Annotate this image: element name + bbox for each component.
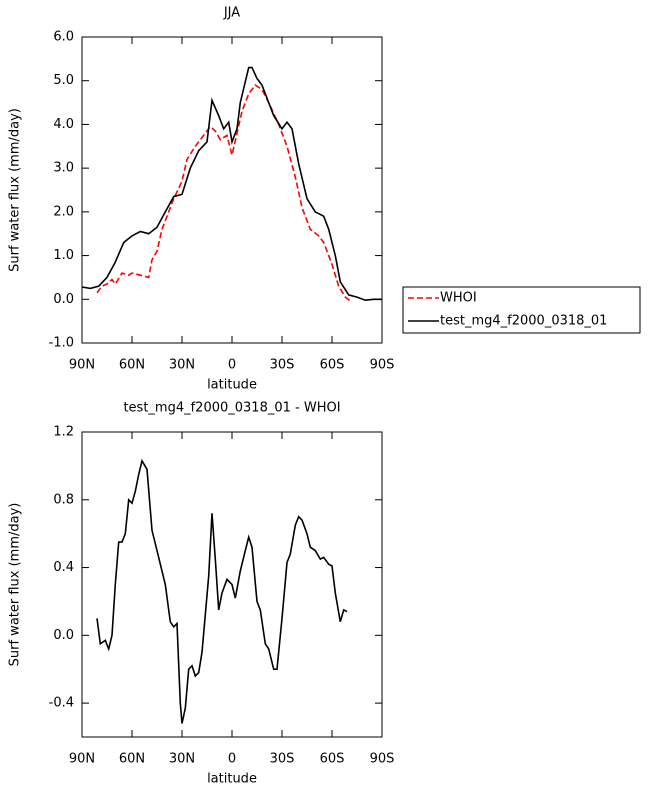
x-tick-label: 60S xyxy=(320,752,345,767)
x-axis-label: latitude xyxy=(207,772,257,787)
plot-frame xyxy=(81,36,383,344)
x-tick-label: 30S xyxy=(270,358,295,373)
x-tick-label: 60N xyxy=(119,752,145,767)
y-tick-label: 3.0 xyxy=(53,161,74,176)
y-tick-label: 4.0 xyxy=(53,117,74,132)
y-axis-label: Surf water flux (mm/day) xyxy=(8,503,23,667)
y-tick-label: 1.0 xyxy=(53,248,74,263)
y-tick-label: 0.8 xyxy=(53,492,74,507)
x-tick-label: 0 xyxy=(228,752,236,767)
y-axis-label: Surf water flux (mm/day) xyxy=(8,108,23,272)
y-tick-label: 0.4 xyxy=(53,560,74,575)
y-tick-label: 5.0 xyxy=(53,73,74,88)
chart-title: JJA xyxy=(223,6,240,21)
y-tick-label: 2.0 xyxy=(53,204,74,219)
x-tick-label: 90S xyxy=(370,358,395,373)
x-tick-label: 30N xyxy=(169,752,195,767)
data-line xyxy=(81,66,382,302)
x-tick-label: 90N xyxy=(69,752,95,767)
x-tick-label: 90N xyxy=(69,358,95,373)
y-tick-label: 1.2 xyxy=(53,425,74,440)
x-tick-label: 30N xyxy=(169,358,195,373)
x-tick-label: 60S xyxy=(320,358,345,373)
y-tick-label: 6.0 xyxy=(53,30,74,45)
y-tick-label: -0.4 xyxy=(49,696,74,711)
y-tick-label: -1.0 xyxy=(49,336,74,351)
y-tick-label: 0.0 xyxy=(53,628,74,643)
legend-label: test_mg4_f2000_0318_01 xyxy=(440,314,607,329)
x-tick-label: 90S xyxy=(370,752,395,767)
x-axis-label: latitude xyxy=(207,378,257,393)
chart-title: test_mg4_f2000_0318_01 - WHOI xyxy=(123,401,340,416)
data-line xyxy=(96,84,353,303)
x-tick-label: 60N xyxy=(119,358,145,373)
y-tick-label: 0.0 xyxy=(53,292,74,307)
legend-box xyxy=(402,286,641,334)
x-tick-label: 30S xyxy=(270,752,295,767)
data-line xyxy=(96,458,348,724)
legend-label: WHOI xyxy=(440,291,477,306)
x-tick-label: 0 xyxy=(228,358,236,373)
